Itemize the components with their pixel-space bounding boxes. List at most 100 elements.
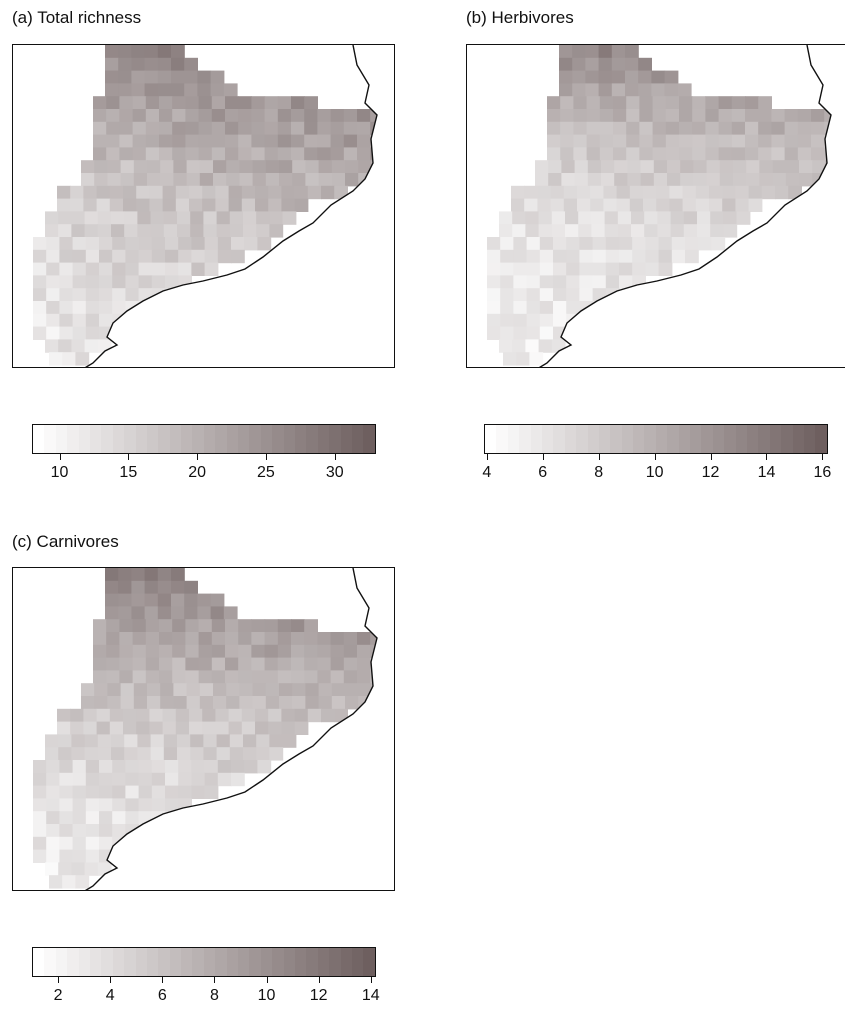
grid-cell (225, 109, 239, 123)
grid-cell (680, 173, 694, 187)
sea-area (540, 45, 845, 367)
grid-cell (85, 849, 100, 863)
grid-cell (72, 326, 87, 340)
grid-cell (357, 109, 371, 123)
grid-cell (614, 160, 628, 174)
grid-cell (46, 249, 60, 264)
grid-cell (112, 301, 126, 315)
grid-cell (84, 734, 99, 748)
grid-cell (191, 249, 206, 264)
legend-tick-label: 6 (538, 464, 548, 481)
grid-cell (321, 708, 335, 723)
grid-cell (669, 198, 684, 212)
grid-cell (723, 211, 738, 225)
grid-cell (710, 224, 724, 238)
grid-cell (191, 772, 206, 787)
grid-cell (132, 121, 147, 136)
grid-cell (357, 134, 371, 148)
grid-cell (99, 313, 113, 328)
grid-cell (171, 45, 185, 59)
grid-cell (611, 57, 626, 72)
legend-swatch (712, 425, 725, 453)
grid-cell (548, 160, 562, 174)
grid-cell (658, 249, 673, 264)
grid-cell (159, 109, 173, 123)
grid-cell (149, 708, 164, 723)
grid-cell (592, 262, 607, 276)
grid-cell (706, 160, 721, 174)
grid-cell (318, 683, 333, 697)
grid-cell (197, 70, 212, 84)
legend-swatch (272, 948, 284, 976)
legend-swatch (815, 425, 827, 453)
grid-cell (118, 83, 132, 97)
grid-cell (277, 632, 292, 646)
grid-cell (119, 134, 134, 148)
grid-cell (133, 683, 148, 697)
grid-cell (526, 262, 541, 276)
grid-cell (198, 657, 213, 671)
grid-cell (585, 57, 600, 72)
legend-swatch (792, 425, 804, 453)
grid-cell (107, 696, 122, 710)
grid-cell (563, 198, 578, 212)
grid-cell (277, 644, 292, 659)
grid-cell (748, 198, 763, 212)
legend-swatch (363, 425, 375, 453)
grid-cell (173, 160, 188, 174)
grid-cell (577, 198, 591, 212)
grid-cell (59, 262, 74, 276)
grid-cell (107, 173, 122, 187)
grid-cell (171, 606, 185, 620)
grid-cell (185, 96, 200, 110)
grid-cell (693, 173, 708, 187)
grid-cell (553, 237, 567, 251)
grid-cell (185, 657, 200, 671)
grid-cell (294, 185, 309, 200)
grid-cell (499, 339, 513, 353)
legend-swatch (678, 425, 691, 453)
grid-cell (199, 173, 214, 187)
grid-cell (799, 160, 813, 174)
grid-cell (657, 211, 672, 225)
grid-cell (59, 798, 74, 812)
grid-cell (119, 670, 134, 684)
grid-cell (72, 824, 87, 838)
grid-cell (264, 657, 279, 671)
grid-cell (251, 134, 266, 148)
grid-cell (217, 249, 232, 264)
legend-swatch (44, 425, 56, 453)
legend-swatch (112, 425, 125, 453)
grid-cell (191, 262, 206, 276)
grid-cell (184, 57, 198, 72)
grid-cell (307, 708, 322, 723)
grid-cell (213, 160, 227, 174)
grid-cell (255, 198, 269, 212)
grid-cell (683, 211, 698, 225)
grid-cell (151, 772, 166, 787)
grid-cell (277, 670, 292, 684)
grid-cell (722, 185, 736, 200)
grid-cell (119, 619, 134, 633)
grid-cell (185, 670, 200, 684)
grid-cell (33, 288, 47, 302)
legend-tick (59, 454, 61, 460)
grid-cell (97, 211, 112, 225)
grid-cell (572, 57, 586, 72)
grid-cell (279, 173, 293, 187)
grid-cell (598, 83, 613, 97)
grid-cell (525, 224, 540, 238)
grid-cell (81, 160, 95, 174)
grid-cell (131, 57, 146, 72)
grid-cell (705, 121, 720, 136)
grid-cell (547, 147, 561, 161)
grid-cell (281, 708, 296, 723)
legend-swatch (249, 425, 261, 453)
grid-cell (136, 721, 150, 735)
panel-a-map (12, 44, 395, 368)
legend-swatch (758, 425, 770, 453)
legend-swatch (78, 948, 90, 976)
grid-cell (59, 824, 74, 838)
grid-cell (538, 339, 553, 353)
grid-cell (500, 301, 514, 315)
